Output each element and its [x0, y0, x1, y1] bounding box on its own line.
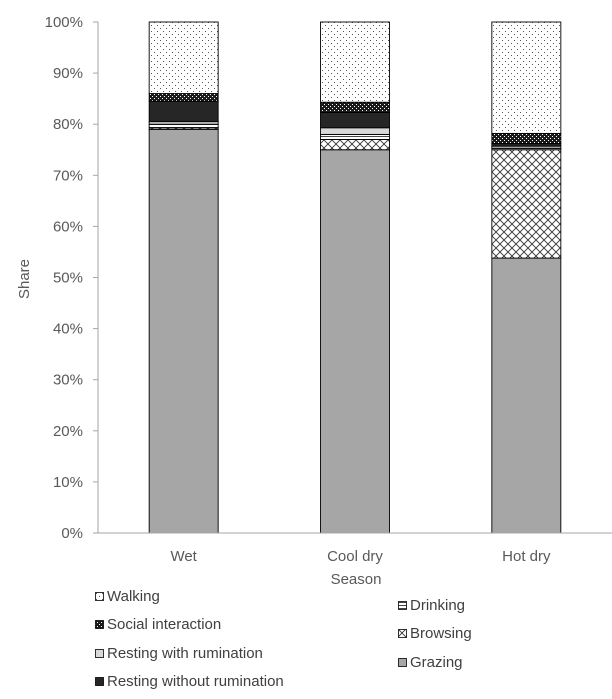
legend-item-browsing: Browsing: [398, 625, 472, 642]
legend-label: Browsing: [410, 625, 472, 642]
y-axis: 0% 10% 20% 30% 40% 50% 60% 70% 80% 90% 100%: [45, 14, 99, 542]
bar-segment-walking-wet: [148, 21, 219, 94]
x-tick-label: Cool dry: [327, 548, 383, 565]
legend-swatch-social-interaction: [95, 620, 104, 629]
y-tick-label: 60%: [53, 218, 83, 235]
bars-layer: [148, 21, 562, 534]
legend-label: Drinking: [410, 597, 466, 614]
legend-label: Resting with rumination: [107, 645, 263, 662]
x-tick-label: Wet: [170, 548, 197, 565]
y-tick-label: 70%: [53, 167, 83, 184]
legend-swatch-browsing: [398, 629, 407, 638]
y-tick-label: 80%: [53, 116, 83, 133]
y-tick-label: 30%: [53, 372, 83, 389]
bar-segment-grazing-hot-dry: [491, 257, 562, 534]
legend-swatch-resting-without-rumination: [95, 677, 104, 686]
legend-item-drinking: Drinking: [398, 597, 465, 614]
y-tick-label: 20%: [53, 423, 83, 440]
legend-label: Grazing: [410, 654, 463, 671]
legend-label: Social interaction: [107, 616, 222, 633]
bar-segment-walking-hot-dry: [491, 21, 562, 134]
y-tick-label: 100%: [45, 14, 83, 31]
legend-item-grazing: Grazing: [398, 654, 463, 671]
y-axis-title: Share: [16, 259, 33, 299]
legend-item-resting-with-rumination: Resting with rumination: [95, 645, 263, 662]
legend-label: Walking: [107, 588, 160, 605]
bar-segment-browsing-hot-dry: [491, 149, 562, 259]
legend-swatch-walking: [95, 592, 104, 601]
x-axis-title: Season: [331, 571, 382, 588]
legend-label: Resting without rumination: [107, 673, 284, 690]
legend-swatch-grazing: [398, 658, 407, 667]
y-tick-label: 10%: [53, 474, 83, 491]
bar-segment-walking-cool-dry: [320, 21, 390, 103]
legend-item-resting-without-rumination: Resting without rumination: [95, 673, 284, 690]
legend-item-walking: Walking: [95, 588, 160, 605]
bar-segment-grazing-wet: [148, 128, 219, 534]
legend-item-social-interaction: Social interaction: [95, 616, 221, 633]
x-axis: Wet Cool dry Hot dry: [98, 532, 612, 565]
legend-swatch-drinking: [398, 601, 407, 610]
y-tick-label: 0%: [61, 525, 83, 542]
x-tick-label: Hot dry: [502, 548, 551, 565]
y-tick-label: 50%: [53, 270, 83, 287]
legend-swatch-resting-with-rumination: [95, 649, 104, 658]
bar-segment-grazing-cool-dry: [320, 149, 390, 534]
y-tick-label: 40%: [53, 321, 83, 338]
y-tick-label: 90%: [53, 65, 83, 82]
